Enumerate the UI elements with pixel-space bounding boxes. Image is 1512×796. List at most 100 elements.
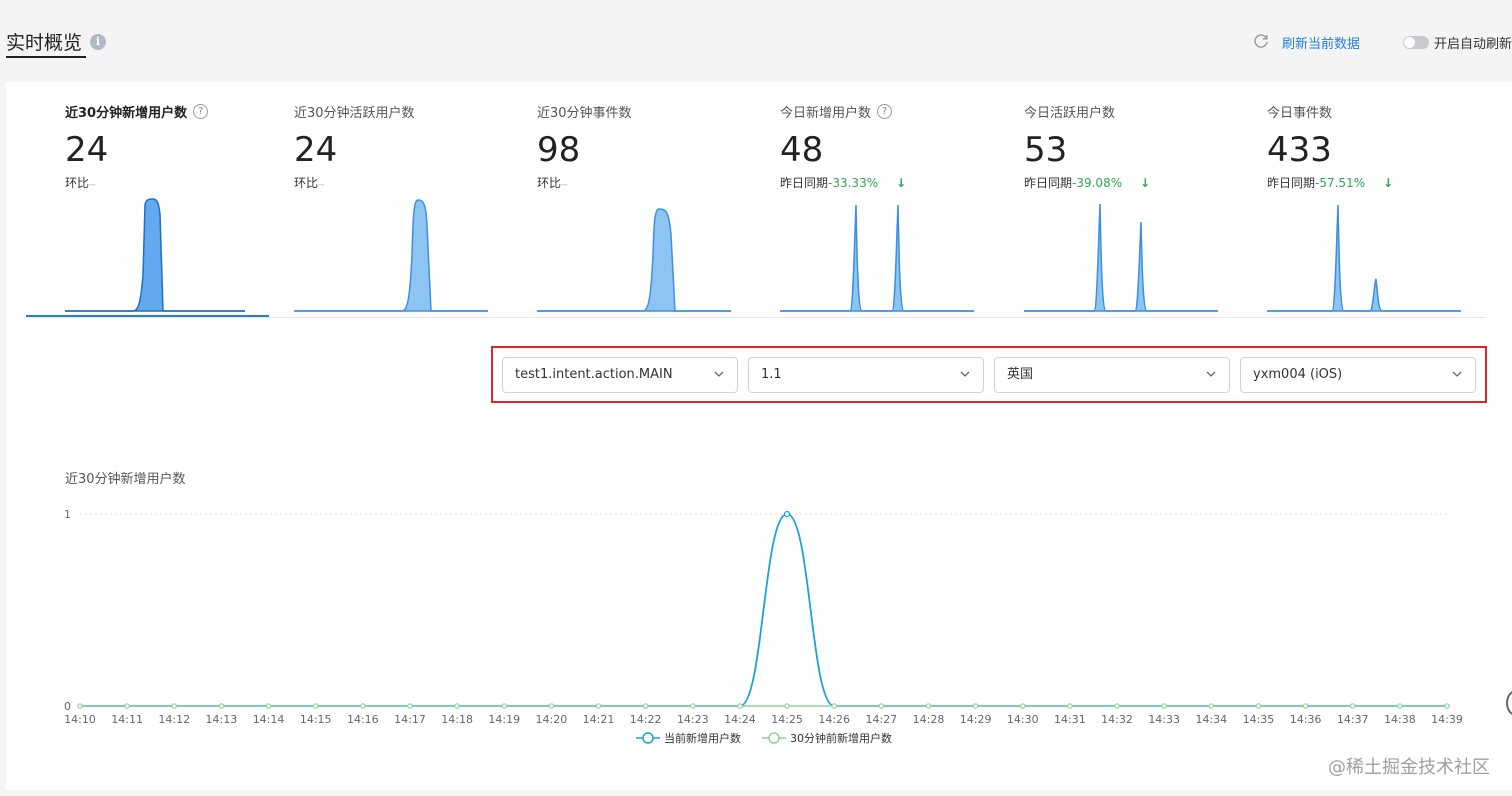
metric-compare: 昨日同期-39.08% ↓	[1024, 176, 1151, 190]
metric-compare: 昨日同期-33.33% ↓	[780, 176, 907, 190]
refresh-data-link[interactable]: 刷新当前数据	[1282, 37, 1361, 52]
metric-value: 24	[65, 130, 109, 170]
data-point	[77, 703, 83, 709]
x-tick-label: 14:36	[1290, 713, 1322, 726]
country-select[interactable]: 英国	[994, 357, 1230, 393]
legend-label: 30分钟前新增用户数	[790, 731, 892, 745]
metric-tab-active-users-30min[interactable]: 近30分钟活跃用户数 24 环比--	[294, 100, 514, 191]
data-point	[124, 703, 130, 709]
filter-highlight-box	[491, 346, 1487, 403]
x-tick-label: 14:19	[488, 713, 520, 726]
chart-title: 近30分钟新增用户数	[65, 472, 186, 487]
auto-refresh-label: 开启自动刷新	[1434, 37, 1512, 52]
chevron-down-icon	[1206, 371, 1216, 377]
y-tick-label: 1	[64, 508, 71, 521]
data-point	[312, 703, 319, 709]
data-point	[454, 703, 460, 709]
device-select-value: yxm004 (iOS)	[1253, 367, 1343, 382]
x-tick-label: 14:33	[1148, 713, 1180, 726]
down-arrow-icon: ↓	[1383, 176, 1394, 190]
help-icon[interactable]: ?	[193, 103, 209, 119]
data-point	[1397, 703, 1403, 709]
x-tick-label: 14:12	[158, 713, 190, 726]
x-tick-label: 14:30	[1007, 713, 1039, 726]
x-tick-label: 14:11	[111, 713, 143, 726]
metric-tab-events-today[interactable]: 今日事件数 433 昨日同期-57.51% ↓	[1267, 100, 1487, 191]
active-tab-indicator	[26, 315, 269, 317]
y-tick-label: 0	[64, 700, 71, 713]
x-tick-label: 14:24	[724, 713, 756, 726]
metric-label: 近30分钟事件数	[537, 105, 632, 121]
x-tick-label: 14:34	[1195, 713, 1227, 726]
metric-compare: 昨日同期-57.51% ↓	[1267, 176, 1394, 190]
title-underline	[6, 56, 86, 58]
legend-marker	[642, 732, 654, 744]
version-select[interactable]: 1.1	[748, 357, 984, 393]
metric-value: 433	[1267, 130, 1332, 170]
data-point	[878, 703, 885, 709]
data-point	[783, 510, 791, 518]
metric-label: 今日事件数	[1267, 105, 1333, 121]
action-select[interactable]: test1.intent.action.MAIN	[502, 357, 738, 393]
data-point	[784, 703, 790, 709]
page-title-text: 实时概览	[6, 32, 83, 54]
action-select-value: test1.intent.action.MAIN	[515, 367, 673, 382]
tab-divider	[26, 317, 1486, 318]
x-tick-label: 14:20	[536, 713, 568, 726]
auto-refresh-toggle[interactable]	[1403, 36, 1429, 49]
metric-label: 今日新增用户数?	[780, 100, 1000, 122]
data-point	[265, 703, 272, 709]
data-point	[595, 703, 602, 709]
metric-value: 24	[294, 130, 338, 170]
data-point	[171, 703, 178, 709]
data-point	[972, 703, 979, 709]
line-chart: 0 1 14:10 14:11 14:12 14:13 14:14 14:15 14:16 14:…	[64, 508, 1463, 745]
metric-compare: 环比--	[65, 176, 96, 190]
refresh-icon[interactable]	[1252, 32, 1270, 50]
metric-tab-events-30min[interactable]: 近30分钟事件数 98 环比--	[537, 100, 757, 191]
help-icon[interactable]: ?	[877, 103, 893, 119]
page-title: 实时概览	[6, 28, 86, 58]
data-point	[1114, 703, 1120, 709]
chevron-down-icon	[714, 371, 724, 377]
watermark: @稀土掘金技术社区	[1328, 757, 1490, 778]
data-point	[1444, 703, 1450, 709]
data-point	[925, 703, 932, 709]
x-tick-label: 14:31	[1054, 713, 1086, 726]
sparkline-events-today	[1267, 204, 1461, 312]
x-tick-label: 14:28	[913, 713, 945, 726]
chevron-down-icon	[960, 371, 970, 377]
x-tick-label: 14:38	[1384, 713, 1416, 726]
toggle-knob	[1404, 37, 1415, 48]
x-tick-label: 14:37	[1337, 713, 1369, 726]
metric-tab-new-users-30min[interactable]: 近30分钟新增用户数? 24 环比--	[65, 100, 285, 190]
x-tick-label: 14:35	[1243, 713, 1275, 726]
x-tick-label: 14:16	[347, 713, 379, 726]
x-tick-label: 14:23	[677, 713, 709, 726]
x-tick-label: 14:15	[300, 713, 332, 726]
sparkline-active-users-today	[1024, 203, 1218, 312]
version-select-value: 1.1	[761, 367, 782, 382]
sparkline-events-30min	[537, 208, 731, 312]
x-tick-label: 14:21	[583, 713, 615, 726]
metric-tab-active-users-today[interactable]: 今日活跃用户数 53 昨日同期-39.08% ↓	[1024, 100, 1244, 191]
device-select[interactable]: yxm004 (iOS)	[1240, 357, 1476, 393]
info-icon[interactable]: i	[90, 34, 106, 50]
overview-card	[6, 82, 1512, 790]
data-point	[831, 703, 838, 709]
x-tick-label: 14:22	[630, 713, 662, 726]
metric-value: 53	[1024, 130, 1068, 170]
x-tick-label: 14:10	[64, 713, 96, 726]
metric-compare: 环比--	[294, 176, 325, 190]
data-point	[407, 703, 413, 709]
metric-tab-new-users-today[interactable]: 今日新增用户数? 48 昨日同期-33.33% ↓	[780, 100, 1000, 190]
metric-value: 98	[537, 130, 581, 170]
down-arrow-icon: ↓	[896, 176, 907, 190]
data-point	[1208, 703, 1215, 709]
data-point	[1255, 703, 1262, 709]
metric-label: 近30分钟活跃用户数	[294, 105, 415, 121]
x-tick-label: 14:14	[253, 713, 285, 726]
sparkline-new-users-today	[780, 204, 974, 312]
x-tick-label: 14:26	[818, 713, 850, 726]
data-point	[737, 703, 743, 709]
